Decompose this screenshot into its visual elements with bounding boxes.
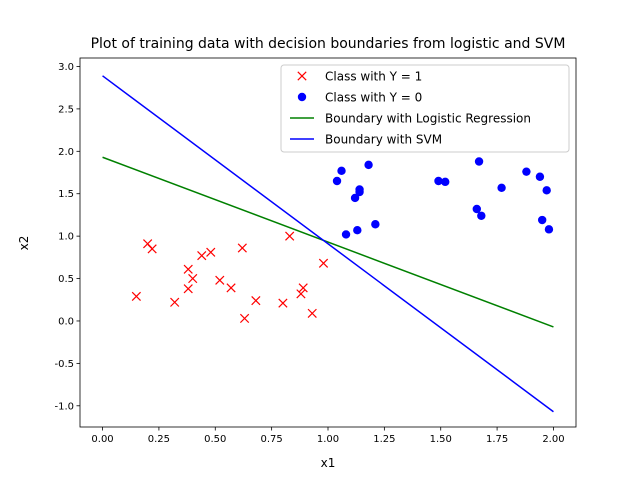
point-y1-17: [298, 283, 308, 293]
point-y0-14: [497, 183, 506, 192]
legend-box: [280, 64, 570, 153]
y-tick-label: 1.0: [58, 232, 74, 243]
y-tick-label: -1.0: [54, 401, 74, 412]
point-y0-9: [434, 176, 443, 186]
legend-handle-0: [297, 71, 307, 81]
point-y0-0: [332, 176, 342, 186]
axis-ticks: 0.00 0.25 0.50 0.75 1.00 1.25 1.50 1.75 2.00 -1.0…: [54, 62, 564, 445]
point-y1-2: [147, 244, 157, 254]
x-tick-label: 1.25: [373, 434, 395, 445]
point-y1-19: [318, 258, 329, 268]
y-tick-label: 1.5: [58, 189, 74, 200]
x-tick-label: 0.50: [204, 434, 226, 445]
point-y0-11: [472, 204, 481, 214]
legend-label-1: Class with Y = 0: [325, 91, 422, 105]
point-y1-3: [170, 297, 180, 307]
x-axis-label: x1: [321, 456, 336, 470]
point-y1-11: [237, 243, 247, 253]
point-y1-13: [251, 295, 261, 306]
point-y1-16: [296, 289, 306, 299]
y-tick-label: 0.5: [58, 274, 74, 285]
point-y0-19: [544, 225, 554, 234]
x-tick-label: 1.75: [486, 434, 508, 445]
x-tick-label: 2.00: [542, 434, 564, 445]
point-y1-14: [278, 298, 288, 308]
point-y0-7: [364, 160, 373, 170]
point-y0-17: [537, 215, 547, 225]
point-y0-1: [337, 166, 346, 176]
point-y1-9: [215, 275, 225, 285]
point-y0-6: [355, 187, 364, 197]
point-y1-12: [239, 313, 250, 324]
legend-label-0: Class with Y = 1: [325, 70, 422, 84]
point-y1-18: [307, 308, 317, 318]
y-tick-label: 3.0: [58, 62, 74, 73]
point-y1-4: [183, 264, 193, 274]
x-tick-label: 0.75: [261, 434, 283, 445]
legend-label-3: Boundary with SVM: [325, 133, 442, 147]
point-y1-15: [285, 231, 295, 241]
point-y0-2: [341, 230, 351, 239]
legend-handle-1: [297, 92, 307, 102]
x-tick-label: 1.50: [430, 434, 452, 445]
point-y0-10: [441, 177, 450, 187]
series-line-3: [102, 75, 554, 413]
y-tick-label: 0.0: [58, 316, 74, 327]
legend: Class with Y = 1 Class with Y = 0 Boundary…: [280, 64, 570, 153]
series-line-2: [102, 156, 554, 328]
point-y1-7: [197, 251, 207, 261]
point-y1-6: [188, 273, 198, 284]
point-y0-18: [542, 186, 551, 195]
y-tick-label: 2.0: [58, 147, 74, 158]
point-y0-8: [371, 220, 380, 229]
x-tick-label: 1.00: [317, 434, 339, 445]
point-y0-3: [350, 193, 360, 203]
x-tick-label: 0.00: [91, 434, 113, 445]
plot-marks: [102, 75, 554, 413]
point-y0-13: [477, 211, 486, 220]
point-y1-8: [206, 247, 216, 257]
point-y1-10: [226, 283, 236, 293]
legend-label-2: Boundary with Logistic Regression: [325, 112, 531, 126]
y-tick-label: -0.5: [54, 359, 74, 370]
y-tick-label: 2.5: [58, 104, 74, 115]
chart-title: Plot of training data with decision boun…: [91, 36, 566, 52]
x-tick-label: 0.25: [148, 434, 170, 445]
y-axis-label: x2: [17, 236, 31, 251]
point-y0-16: [535, 172, 545, 181]
point-y0-15: [522, 167, 531, 176]
point-y0-4: [353, 226, 362, 235]
point-y1-5: [183, 284, 193, 294]
point-y0-12: [474, 157, 484, 166]
point-y1-0: [131, 291, 141, 301]
